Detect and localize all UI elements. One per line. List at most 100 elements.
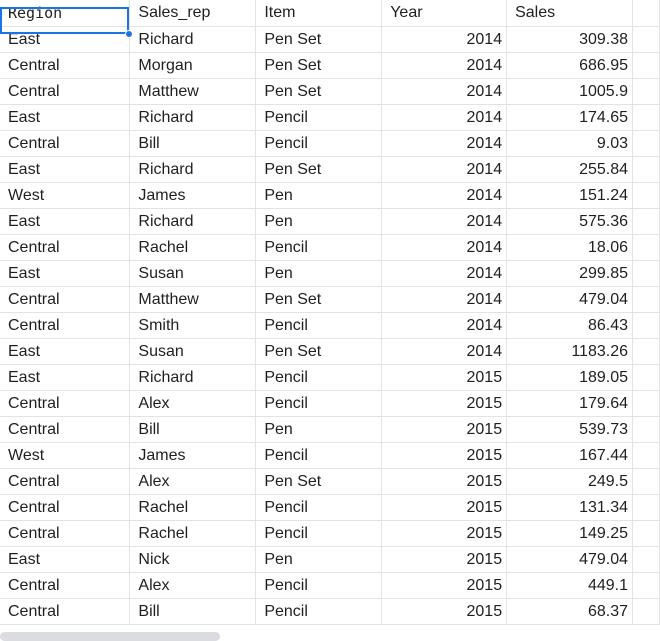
- cell-region[interactable]: East: [0, 364, 131, 391]
- cell-sales[interactable]: 479.04: [506, 286, 633, 313]
- cell-year[interactable]: 2015: [381, 494, 508, 521]
- cell-item[interactable]: Pencil: [255, 234, 383, 261]
- empty-cell[interactable]: [632, 260, 660, 287]
- cell-sales[interactable]: 151.24: [506, 182, 633, 209]
- cell-sales[interactable]: 255.84: [506, 156, 633, 183]
- cell-region[interactable]: Central: [0, 234, 131, 261]
- cell-sales-rep[interactable]: Rachel: [129, 520, 257, 547]
- header-cell-item[interactable]: Item: [255, 0, 383, 27]
- cell-region[interactable]: East: [0, 104, 131, 131]
- cell-year[interactable]: 2014: [381, 234, 508, 261]
- cell-sales[interactable]: 539.73: [506, 416, 633, 443]
- cell-sales[interactable]: 18.06: [506, 234, 633, 261]
- cell-item[interactable]: Pen: [255, 182, 383, 209]
- empty-cell[interactable]: [632, 338, 660, 365]
- cell-year[interactable]: 2014: [381, 338, 508, 365]
- cell-item[interactable]: Pen Set: [255, 78, 383, 105]
- cell-year[interactable]: 2014: [381, 78, 508, 105]
- empty-cell[interactable]: [632, 364, 660, 391]
- cell-sales[interactable]: 174.65: [506, 104, 633, 131]
- cell-sales-rep[interactable]: Alex: [129, 390, 257, 417]
- cell-year[interactable]: 2014: [381, 104, 508, 131]
- cell-sales-rep[interactable]: Richard: [129, 364, 257, 391]
- cell-item[interactable]: Pencil: [255, 390, 383, 417]
- header-cell-sales[interactable]: Sales: [506, 0, 633, 27]
- cell-region[interactable]: Central: [0, 130, 131, 157]
- cell-sales[interactable]: 9.03: [506, 130, 633, 157]
- cell-region[interactable]: Central: [0, 52, 131, 79]
- cell-sales[interactable]: 167.44: [506, 442, 633, 469]
- cell-item[interactable]: Pencil: [255, 442, 383, 469]
- cell-region[interactable]: Central: [0, 494, 131, 521]
- cell-year[interactable]: 2014: [381, 156, 508, 183]
- cell-year[interactable]: 2014: [381, 286, 508, 313]
- header-cell-year[interactable]: Year: [381, 0, 508, 27]
- cell-sales-rep[interactable]: Susan: [129, 260, 257, 287]
- cell-sales[interactable]: 86.43: [506, 312, 633, 339]
- cell-item[interactable]: Pencil: [255, 494, 383, 521]
- empty-cell[interactable]: [632, 208, 660, 235]
- cell-sales[interactable]: 1005.9: [506, 78, 633, 105]
- cell-sales-rep[interactable]: Richard: [129, 26, 257, 53]
- cell-sales-rep[interactable]: Rachel: [129, 494, 257, 521]
- cell-year[interactable]: 2015: [381, 572, 508, 599]
- cell-item[interactable]: Pencil: [255, 598, 383, 625]
- cell-item[interactable]: Pen: [255, 208, 383, 235]
- cell-sales[interactable]: 189.05: [506, 364, 633, 391]
- cell-region[interactable]: Central: [0, 520, 131, 547]
- empty-cell[interactable]: [632, 598, 660, 625]
- empty-cell[interactable]: [632, 234, 660, 261]
- empty-cell[interactable]: [632, 156, 660, 183]
- cell-item[interactable]: Pen Set: [255, 156, 383, 183]
- cell-sales-rep[interactable]: Matthew: [129, 78, 257, 105]
- cell-sales-rep[interactable]: Bill: [129, 598, 257, 625]
- cell-year[interactable]: 2015: [381, 416, 508, 443]
- cell-region[interactable]: Central: [0, 598, 131, 625]
- cell-sales[interactable]: 1183.26: [506, 338, 633, 365]
- cell-sales-rep[interactable]: Richard: [129, 208, 257, 235]
- empty-cell[interactable]: [632, 546, 660, 573]
- cell-sales[interactable]: 149.25: [506, 520, 633, 547]
- cell-item[interactable]: Pencil: [255, 312, 383, 339]
- empty-cell[interactable]: [632, 312, 660, 339]
- cell-year[interactable]: 2014: [381, 130, 508, 157]
- cell-region[interactable]: West: [0, 182, 131, 209]
- cell-region[interactable]: Central: [0, 572, 131, 599]
- cell-sales-rep[interactable]: Alex: [129, 572, 257, 599]
- cell-item[interactable]: Pen Set: [255, 286, 383, 313]
- cell-item[interactable]: Pencil: [255, 520, 383, 547]
- cell-sales-rep[interactable]: Matthew: [129, 286, 257, 313]
- cell-region[interactable]: East: [0, 26, 131, 53]
- cell-sales[interactable]: 68.37: [506, 598, 633, 625]
- header-cell-sales-rep[interactable]: Sales_rep: [129, 0, 257, 27]
- cell-sales[interactable]: 299.85: [506, 260, 633, 287]
- cell-year[interactable]: 2014: [381, 52, 508, 79]
- cell-region[interactable]: West: [0, 442, 131, 469]
- empty-cell[interactable]: [632, 494, 660, 521]
- empty-cell[interactable]: [632, 416, 660, 443]
- cell-sales[interactable]: 249.5: [506, 468, 633, 495]
- cell-sales-rep[interactable]: Nick: [129, 546, 257, 573]
- cell-sales[interactable]: 179.64: [506, 390, 633, 417]
- cell-sales[interactable]: 131.34: [506, 494, 633, 521]
- cell-item[interactable]: Pen Set: [255, 468, 383, 495]
- cell-year[interactable]: 2015: [381, 598, 508, 625]
- cell-item[interactable]: Pen Set: [255, 338, 383, 365]
- cell-year[interactable]: 2014: [381, 312, 508, 339]
- cell-region[interactable]: Central: [0, 312, 131, 339]
- empty-cell[interactable]: [632, 78, 660, 105]
- empty-cell[interactable]: [632, 442, 660, 469]
- cell-sales-rep[interactable]: Rachel: [129, 234, 257, 261]
- empty-cell[interactable]: [632, 390, 660, 417]
- cell-sales-rep[interactable]: Morgan: [129, 52, 257, 79]
- cell-region[interactable]: Central: [0, 78, 131, 105]
- empty-cell[interactable]: [632, 104, 660, 131]
- cell-year[interactable]: 2015: [381, 442, 508, 469]
- cell-year[interactable]: 2014: [381, 182, 508, 209]
- cell-item[interactable]: Pencil: [255, 104, 383, 131]
- empty-cell[interactable]: [632, 130, 660, 157]
- cell-region[interactable]: East: [0, 546, 131, 573]
- cell-year[interactable]: 2015: [381, 546, 508, 573]
- cell-sales-rep[interactable]: Smith: [129, 312, 257, 339]
- empty-cell[interactable]: [632, 26, 660, 53]
